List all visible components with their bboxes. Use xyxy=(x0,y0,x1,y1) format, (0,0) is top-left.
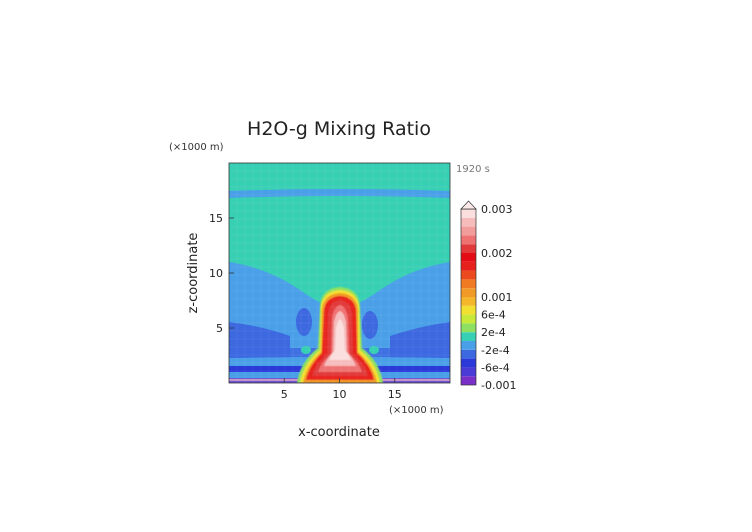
colorbar-swatch xyxy=(461,332,476,341)
colorbar-swatch xyxy=(461,358,476,368)
x-axis: 5 10 15 xyxy=(281,378,402,401)
x-tick-label: 10 xyxy=(333,388,347,401)
y-tick-label: 5 xyxy=(216,322,223,335)
colorbar-swatch xyxy=(461,217,476,227)
right-bump xyxy=(362,311,378,339)
plot-area xyxy=(229,163,450,383)
colorbar-swatch xyxy=(461,279,476,289)
left-bump xyxy=(296,308,312,336)
x-axis-label: x-coordinate xyxy=(298,425,380,440)
chart-title: H2O-g Mixing Ratio xyxy=(247,118,431,140)
colorbar-swatch xyxy=(461,314,476,324)
colorbar-swatch xyxy=(461,288,476,297)
plume-core xyxy=(329,319,351,360)
colorbar-label: 0.002 xyxy=(481,247,513,260)
colorbar-swatch xyxy=(461,235,476,245)
time-label: 1920 s xyxy=(456,164,490,175)
y-axis-unit: (×1000 m) xyxy=(169,142,224,153)
right-green-patch xyxy=(369,346,379,354)
colorbar-label: 0.001 xyxy=(481,291,513,304)
colorbar-swatch xyxy=(461,367,476,377)
colorbar-swatch xyxy=(461,261,476,271)
colorbar-label: -6e-4 xyxy=(481,361,510,374)
colorbar-swatch xyxy=(461,244,476,253)
colorbar-swatch xyxy=(461,297,476,306)
x-tick-label: 15 xyxy=(388,388,402,401)
colorbar-label: -2e-4 xyxy=(481,344,510,357)
colorbar-swatch xyxy=(461,349,476,359)
colorbar-extend-triangle xyxy=(460,200,477,210)
colorbar: 0.003 0.002 0.001 6e-4 2e-4 -2e-4 -6e-4 -0.001 xyxy=(460,200,516,392)
y-axis: 5 10 15 xyxy=(209,212,234,335)
y-axis-label: z-coordinate xyxy=(186,233,201,314)
plume xyxy=(297,287,383,383)
colorbar-swatch xyxy=(461,209,476,218)
y-tick-label: 10 xyxy=(209,267,223,280)
colorbar-swatch xyxy=(461,270,476,280)
colorbar-label: 0.003 xyxy=(481,203,513,216)
y-tick-label: 15 xyxy=(209,212,223,225)
colorbar-swatch xyxy=(461,341,476,350)
left-green-patch xyxy=(301,346,311,354)
colorbar-swatch xyxy=(461,376,476,385)
colorbar-label: -0.001 xyxy=(481,379,516,392)
colorbar-swatch xyxy=(461,226,476,236)
colorbar-label: 2e-4 xyxy=(481,326,506,339)
colorbar-swatch xyxy=(461,305,476,315)
x-axis-unit: (×1000 m) xyxy=(389,405,444,416)
colorbar-swatch xyxy=(461,323,476,333)
x-tick-label: 5 xyxy=(281,388,288,401)
upper-band xyxy=(229,189,450,198)
colorbar-swatch xyxy=(461,253,476,262)
colorbar-label: 6e-4 xyxy=(481,309,506,322)
